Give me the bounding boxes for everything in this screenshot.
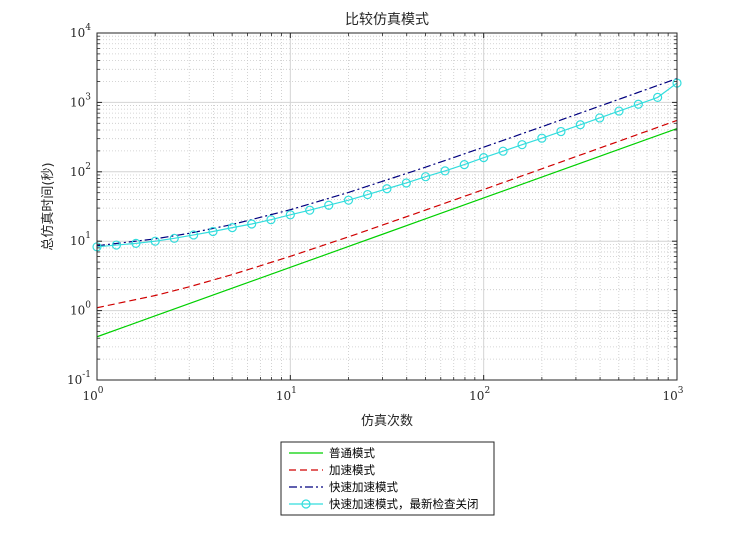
x-tick-base: 10	[276, 389, 291, 403]
series-4-point	[440, 166, 450, 176]
legend-label-2: 加速模式	[329, 463, 375, 477]
series-4-point	[111, 240, 122, 250]
series-4-point	[459, 159, 469, 170]
series-4-point	[479, 153, 489, 163]
y-tick-base: 10	[70, 234, 85, 248]
series-4-point	[131, 238, 141, 248]
x-tick-base: 10	[82, 389, 97, 403]
series-4-point	[247, 219, 257, 229]
x-tick-label: 103	[662, 386, 683, 403]
series-4-point	[653, 92, 663, 103]
y-tick-label: 102	[70, 162, 91, 179]
x-tick-label: 100	[82, 386, 103, 403]
series-line-3	[96, 77, 678, 247]
series-4-point	[633, 99, 643, 109]
legend-label-3: 快速加速模式	[329, 480, 398, 494]
series-4-point	[343, 195, 354, 205]
legend-box	[280, 441, 495, 516]
series-4-point	[537, 133, 547, 143]
y-tick-exponent: 2	[85, 162, 91, 172]
series-4-point	[150, 236, 160, 246]
series-4-point	[227, 223, 237, 233]
series-4-point	[614, 106, 624, 116]
x-tick-base: 10	[662, 389, 677, 403]
y-tick-base: 10	[70, 95, 85, 109]
series-4-point	[421, 172, 431, 182]
series-4-point	[189, 230, 199, 240]
series-4-point	[382, 184, 392, 194]
x-tick-base: 10	[469, 389, 484, 403]
series-4-point	[324, 200, 334, 210]
x-tick-labels: 100 101 102 103	[82, 386, 683, 403]
x-axis-label: 仿真次数	[361, 413, 413, 429]
series-line-4	[96, 82, 678, 248]
series-4-point	[401, 178, 411, 188]
x-tick-label: 101	[276, 386, 297, 403]
series-4-point	[305, 205, 315, 215]
x-tick-exponent: 2	[484, 386, 490, 396]
tick-marks	[96, 32, 678, 381]
legend-label-4: 快速加速模式，最新检查关闭	[329, 497, 479, 511]
y-tick-label: 100	[70, 301, 91, 318]
series-line-2	[96, 119, 678, 309]
y-tick-exponent: -1	[82, 370, 91, 380]
plot-background	[97, 33, 677, 380]
y-axis-label: 总仿真时间(秒)	[41, 162, 56, 250]
x-tick-exponent: 1	[291, 386, 297, 396]
series-4-point	[266, 215, 276, 225]
series-4-point	[556, 126, 566, 137]
y-tick-exponent: 0	[85, 301, 91, 311]
series-4-point	[498, 146, 508, 156]
y-tick-base: 10	[67, 373, 82, 387]
series-4-point	[517, 140, 527, 150]
series-layer	[92, 77, 682, 338]
series-line-1	[96, 127, 678, 338]
y-tick-base: 10	[70, 26, 85, 40]
y-tick-exponent: 4	[85, 23, 91, 33]
series-4-point	[169, 233, 179, 243]
series-4-point	[208, 226, 218, 237]
series-4-point	[285, 210, 295, 220]
series-4-point	[363, 189, 373, 200]
series-4-point	[575, 120, 585, 130]
y-tick-label: 103	[70, 92, 91, 109]
x-tick-label: 102	[469, 386, 490, 403]
legend-label-1: 普通模式	[329, 446, 375, 460]
series-4-point	[595, 113, 605, 123]
y-tick-label: 104	[70, 23, 91, 40]
y-tick-label: 101	[70, 231, 91, 248]
y-tick-exponent: 1	[85, 231, 91, 241]
y-tick-label: 10-1	[67, 370, 91, 387]
y-tick-base: 10	[70, 304, 85, 318]
chart-title: 比较仿真模式	[345, 12, 429, 28]
y-tick-base: 10	[70, 165, 85, 179]
legend-marker	[301, 499, 311, 509]
y-tick-exponent: 3	[85, 92, 91, 102]
minor-grid	[97, 33, 677, 380]
x-tick-exponent: 3	[678, 386, 684, 396]
plot-frame	[96, 32, 678, 381]
x-tick-exponent: 0	[98, 386, 104, 396]
